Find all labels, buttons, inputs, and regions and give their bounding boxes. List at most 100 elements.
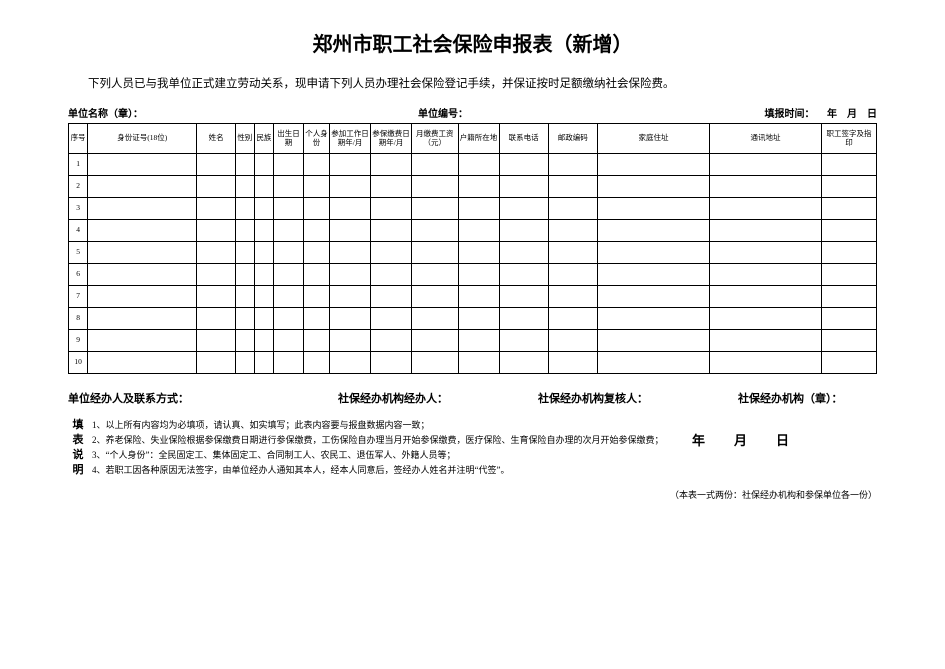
cell — [371, 330, 412, 352]
col-homeaddr: 家庭住址 — [597, 124, 709, 154]
cell — [274, 352, 304, 374]
cell — [235, 198, 254, 220]
col-huji: 户籍所在地 — [458, 124, 499, 154]
cell — [304, 330, 330, 352]
meta-row: 单位名称（章）： 单位编号： 填报时间： 年 月 日 — [68, 105, 877, 120]
cell — [597, 242, 709, 264]
cell — [235, 154, 254, 176]
cell — [371, 264, 412, 286]
row-seq: 4 — [69, 220, 88, 242]
sig-agency-seal: 社保经办机构（章）： — [738, 390, 843, 406]
cell — [330, 330, 371, 352]
cell — [88, 154, 197, 176]
cell — [822, 176, 877, 198]
col-workdate: 参加工作日期年/月 — [330, 124, 371, 154]
table-row: 10 — [69, 352, 877, 374]
cell — [274, 330, 304, 352]
cell — [371, 352, 412, 374]
cell — [597, 264, 709, 286]
cell — [412, 198, 458, 220]
cell — [274, 198, 304, 220]
row-seq: 1 — [69, 154, 88, 176]
cell — [548, 176, 597, 198]
page-title: 郑州市职工社会保险申报表（新增） — [68, 28, 877, 57]
cell — [304, 242, 330, 264]
cell — [304, 220, 330, 242]
cell — [710, 286, 822, 308]
cell — [88, 352, 197, 374]
cell — [274, 264, 304, 286]
cell — [458, 286, 499, 308]
cell — [822, 308, 877, 330]
row-seq: 9 — [69, 330, 88, 352]
cell — [254, 352, 273, 374]
cell — [197, 242, 235, 264]
cell — [548, 264, 597, 286]
cell — [499, 242, 548, 264]
notes-vertical-label: 填 表 说 明 — [68, 418, 88, 478]
cell — [197, 308, 235, 330]
cell — [499, 308, 548, 330]
cell — [412, 176, 458, 198]
cell — [548, 242, 597, 264]
cell — [710, 154, 822, 176]
table-row: 1 — [69, 154, 877, 176]
cell — [330, 352, 371, 374]
row-seq: 2 — [69, 176, 88, 198]
cell — [330, 220, 371, 242]
table-row: 2 — [69, 176, 877, 198]
cell — [371, 176, 412, 198]
cell — [710, 330, 822, 352]
cell — [597, 154, 709, 176]
cell — [330, 198, 371, 220]
cell — [710, 198, 822, 220]
fill-time-label: 填报时间： 年 月 日 — [708, 105, 877, 120]
cell — [254, 176, 273, 198]
col-sign: 职工签字及指印 — [822, 124, 877, 154]
col-mailaddr: 通讯地址 — [710, 124, 822, 154]
cell — [235, 330, 254, 352]
table-row: 4 — [69, 220, 877, 242]
sig-agency-reviewer: 社保经办机构复核人： — [538, 390, 738, 406]
cell — [499, 176, 548, 198]
cell — [458, 264, 499, 286]
cell — [254, 220, 273, 242]
cell — [330, 308, 371, 330]
cell — [822, 352, 877, 374]
cell — [597, 286, 709, 308]
cell — [548, 352, 597, 374]
table-row: 8 — [69, 308, 877, 330]
col-nation: 民族 — [254, 124, 273, 154]
cell — [235, 308, 254, 330]
cell — [254, 286, 273, 308]
cell — [458, 352, 499, 374]
cell — [274, 242, 304, 264]
cell — [822, 154, 877, 176]
cell — [412, 154, 458, 176]
col-sex: 性别 — [235, 124, 254, 154]
cell — [197, 330, 235, 352]
cell — [597, 198, 709, 220]
cell — [710, 242, 822, 264]
cell — [499, 220, 548, 242]
col-ident: 个人身份 — [304, 124, 330, 154]
cell — [304, 308, 330, 330]
row-seq: 8 — [69, 308, 88, 330]
cell — [412, 330, 458, 352]
unit-code-label: 单位编号： — [418, 105, 708, 120]
cell — [710, 176, 822, 198]
cell — [197, 220, 235, 242]
cell — [254, 330, 273, 352]
cell — [197, 286, 235, 308]
cell — [274, 220, 304, 242]
cell — [330, 286, 371, 308]
col-wage: 月缴费工资（元） — [412, 124, 458, 154]
cell — [548, 220, 597, 242]
cell — [274, 286, 304, 308]
cell — [458, 308, 499, 330]
cell — [822, 198, 877, 220]
cell — [597, 176, 709, 198]
cell — [235, 242, 254, 264]
cell — [597, 220, 709, 242]
cell — [597, 352, 709, 374]
